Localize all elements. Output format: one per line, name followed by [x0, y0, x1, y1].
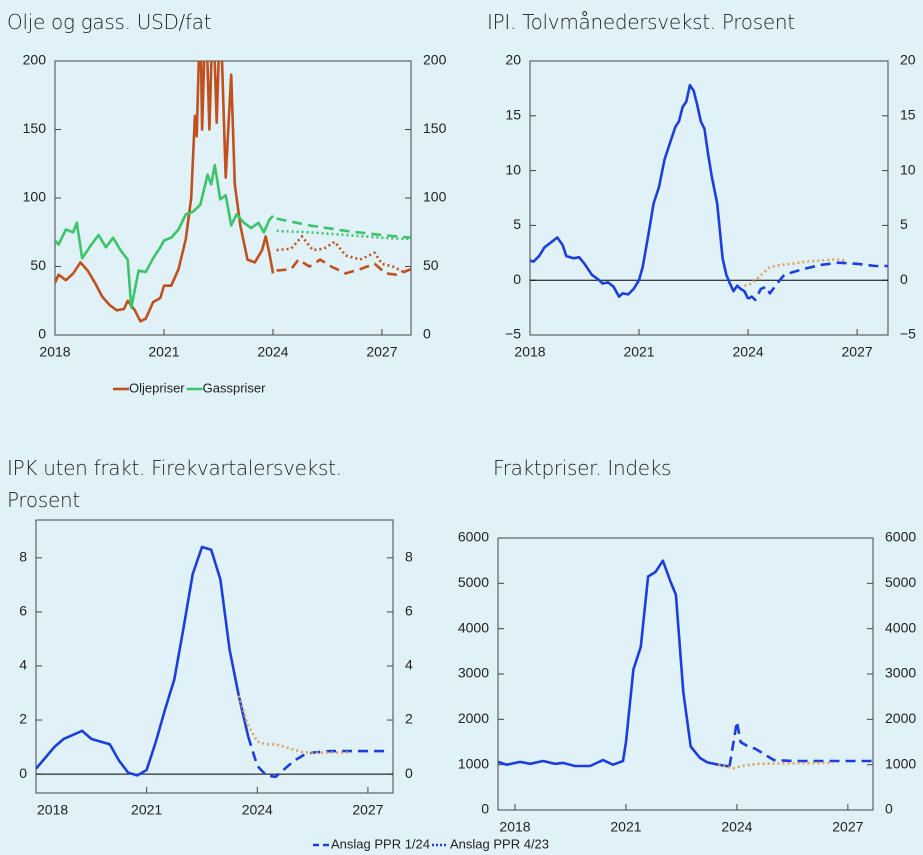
x-tick-label: 2018 — [39, 344, 70, 360]
y-tick-label: 50 — [30, 257, 46, 273]
y2-tick-label: 0 — [900, 271, 908, 287]
y2-tick-label: 2 — [405, 711, 413, 727]
y2-tick-label: 50 — [423, 257, 439, 273]
x-tick-label: 2027 — [842, 344, 873, 360]
series-line — [246, 735, 390, 779]
x-tick-label: 2024 — [732, 344, 763, 360]
series-line — [498, 559, 730, 768]
chart-title: IPK uten frakt. Firekvartalersvekst. Pro… — [7, 456, 342, 512]
series-line — [747, 261, 888, 302]
legend-label: Gasspriser — [203, 380, 267, 395]
series-line — [276, 235, 411, 274]
x-tick-label: 2018 — [37, 802, 68, 818]
x-tick-label: 2018 — [514, 344, 545, 360]
y-tick-label: 5000 — [458, 574, 489, 590]
series-line — [55, 163, 274, 309]
y2-tick-label: 4000 — [885, 619, 916, 635]
y2-tick-label: 3000 — [885, 665, 916, 681]
legend-label: Anslag PPR 4/23 — [450, 836, 549, 851]
y2-tick-label: 10 — [900, 161, 916, 177]
y-tick-label: 10 — [505, 161, 521, 177]
series-line — [276, 229, 411, 241]
y2-tick-label: 1000 — [885, 755, 916, 771]
legend-label: Oljepriser — [129, 380, 185, 395]
series-line — [276, 217, 411, 239]
series-line — [55, 61, 275, 323]
plot-frame — [529, 60, 889, 336]
y-tick-label: 6000 — [458, 529, 489, 545]
y-tick-label: 2 — [19, 711, 27, 727]
y-tick-label: 0 — [481, 801, 489, 817]
series-line — [744, 258, 847, 287]
x-tick-label: 2027 — [352, 802, 383, 818]
y2-tick-label: 5000 — [885, 574, 916, 590]
y-tick-label: 15 — [505, 107, 521, 123]
x-tick-label: 2021 — [610, 819, 641, 835]
y2-tick-label: 2000 — [885, 710, 916, 726]
y-tick-label: 3000 — [458, 665, 489, 681]
y-tick-label: 0 — [38, 326, 46, 342]
y2-tick-label: 5 — [900, 216, 908, 232]
x-tick-label: 2027 — [832, 819, 863, 835]
x-tick-label: 2024 — [242, 802, 273, 818]
x-tick-label: 2024 — [257, 344, 288, 360]
y-tick-label: 2000 — [458, 710, 489, 726]
y2-tick-label: 0 — [405, 765, 413, 781]
chart-title: Olje og gass. USD/fat — [7, 10, 212, 34]
x-tick-label: 2024 — [721, 819, 752, 835]
y2-tick-label: 0 — [885, 801, 893, 817]
series-line — [36, 545, 250, 777]
series-line — [728, 720, 873, 767]
y2-tick-label: 6000 — [885, 529, 916, 545]
x-tick-label: 2021 — [131, 802, 162, 818]
y2-tick-label: −5 — [900, 326, 916, 342]
x-tick-label: 2021 — [148, 344, 179, 360]
series-line — [237, 695, 350, 754]
y-tick-label: −5 — [505, 326, 521, 342]
x-tick-label: 2018 — [499, 819, 530, 835]
plot-frame — [35, 519, 394, 794]
y2-tick-label: 6 — [405, 603, 413, 619]
y-tick-label: 1000 — [458, 755, 489, 771]
series-line — [718, 761, 834, 770]
y2-tick-label: 15 — [900, 107, 916, 123]
y-tick-label: 0 — [19, 765, 27, 781]
y2-tick-label: 0 — [423, 326, 431, 342]
y-tick-label: 4000 — [458, 619, 489, 635]
y-tick-label: 100 — [23, 189, 47, 205]
chart-title: Fraktpriser. Indeks — [493, 456, 672, 480]
y-tick-label: 0 — [513, 271, 521, 287]
x-tick-label: 2021 — [623, 344, 654, 360]
y2-tick-label: 20 — [900, 52, 916, 68]
x-tick-label: 2027 — [366, 344, 397, 360]
plot-frame — [497, 537, 874, 811]
y-tick-label: 5 — [513, 216, 521, 232]
y-tick-label: 8 — [19, 549, 27, 565]
legend-label: Anslag PPR 1/24 — [331, 836, 430, 851]
y-tick-label: 4 — [19, 657, 27, 673]
y2-tick-label: 4 — [405, 657, 413, 673]
y-tick-label: 150 — [23, 120, 47, 136]
y2-tick-label: 200 — [423, 52, 447, 68]
chart-title: IPI. Tolvmånedersvekst. Prosent — [487, 10, 795, 34]
series-line — [276, 258, 411, 276]
y2-tick-label: 8 — [405, 549, 413, 565]
y-tick-label: 6 — [19, 603, 27, 619]
y-tick-label: 20 — [505, 52, 521, 68]
y-tick-label: 200 — [23, 52, 47, 68]
y2-tick-label: 100 — [423, 189, 447, 205]
y2-tick-label: 150 — [423, 120, 447, 136]
series-line — [530, 83, 750, 300]
